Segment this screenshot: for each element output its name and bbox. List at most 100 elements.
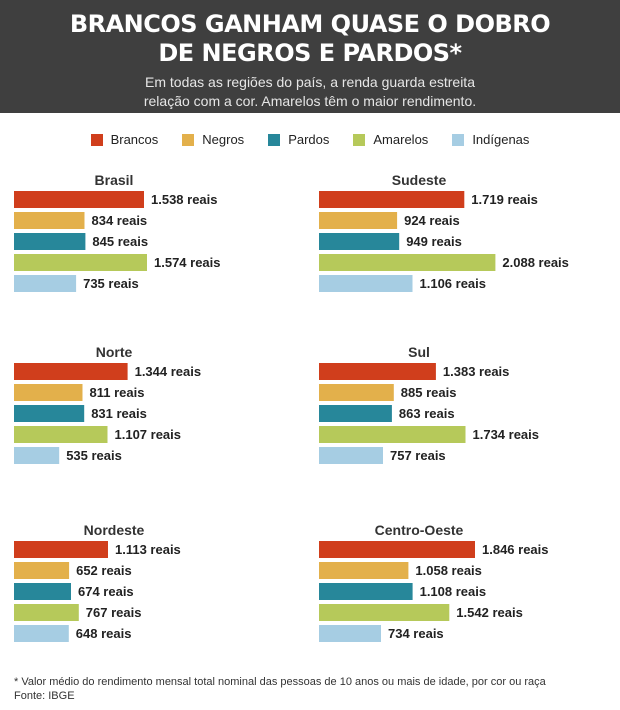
bar-value-label: 757 reais	[390, 448, 446, 463]
legend: Brancos Negros Pardos Amarelos Indígenas	[0, 132, 620, 147]
bar-negros	[319, 562, 409, 579]
legend-label: Amarelos	[373, 132, 429, 147]
chart-title: BRANCOS GANHAM QUASE O DOBRO DE NEGROS E…	[69, 10, 551, 67]
legend-item-negros: Negros	[182, 132, 244, 147]
bar-pardos	[14, 405, 85, 422]
bar-value-label: 1.108 reais	[420, 584, 487, 599]
bar-indgenas	[319, 447, 383, 464]
panel-nordeste: Nordeste 1.113 reais 652 reais 674 reais 76…	[14, 522, 314, 662]
footnote-text: * Valor médio do rendimento mensal total…	[14, 676, 546, 688]
panel-title: Sudeste	[391, 172, 447, 188]
legend-item-indigenas: Indígenas	[452, 132, 529, 147]
panel-title: Nordeste	[83, 522, 145, 538]
bar-value-label: 652 reais	[76, 563, 132, 578]
footnote: * Valor médio do rendimento mensal total…	[14, 675, 546, 703]
panel-sul: Sul 1.383 reais 885 reais 863 reais 1.734 r…	[319, 344, 619, 484]
legend-swatch	[353, 133, 366, 146]
bar-value-label: 1.538 reais	[151, 192, 218, 207]
panel-brasil: Brasil 1.538 reais 834 reais 845 reais 1.57…	[14, 172, 314, 312]
chart-subtitle: Em todas as regiões do país, a renda gua…	[143, 74, 477, 109]
bar-indgenas	[14, 275, 77, 292]
panel-norte: Norte 1.344 reais 811 reais 831 reais 1.107…	[14, 344, 314, 484]
bar-amarelos	[14, 254, 147, 271]
panel-title: Norte	[95, 344, 133, 360]
bar-value-label: 834 reais	[92, 213, 148, 228]
bar-value-label: 863 reais	[399, 406, 455, 421]
bar-value-label: 1.734 reais	[473, 427, 540, 442]
bar-value-label: 885 reais	[401, 385, 457, 400]
bar-value-label: 845 reais	[92, 234, 148, 249]
legend-item-amarelos: Amarelos	[353, 132, 428, 147]
panel-centro-oeste: Centro-Oeste 1.846 reais 1.058 reais 1.108…	[319, 522, 619, 662]
bar-amarelos	[14, 604, 79, 621]
bar-negros	[14, 384, 83, 401]
legend-item-brancos: Brancos	[90, 132, 159, 147]
bar-brancos	[319, 363, 436, 380]
bar-pardos	[319, 583, 413, 600]
legend-label: Negros	[202, 132, 245, 147]
bar-pardos	[14, 583, 71, 600]
bar-value-label: 734 reais	[388, 626, 444, 641]
bar-indgenas	[14, 625, 69, 642]
legend-swatch	[268, 133, 281, 146]
bar-value-label: 811 reais	[90, 385, 145, 400]
bar-pardos	[319, 405, 392, 422]
legend-item-pardos: Pardos	[268, 132, 329, 147]
bar-amarelos	[319, 254, 496, 271]
bar-value-label: 1.383 reais	[443, 364, 510, 379]
panel-sudeste: Sudeste 1.719 reais 924 reais 949 reais 2.0…	[319, 172, 619, 312]
bar-indgenas	[319, 625, 381, 642]
bar-amarelos	[319, 604, 450, 621]
bar-value-label: 949 reais	[406, 234, 462, 249]
bar-value-label: 1.058 reais	[415, 563, 482, 578]
bar-negros	[14, 562, 70, 579]
panel-title: Brasil	[94, 172, 134, 188]
legend-label: Pardos	[288, 132, 330, 147]
bar-value-label: 831 reais	[91, 406, 147, 421]
bar-value-label: 535 reais	[66, 448, 122, 463]
bar-amarelos	[14, 426, 108, 443]
bar-chart-norte: 1.344 reais 811 reais 831 reais 1.107 reais…	[14, 363, 202, 464]
bar-value-label: 2.088 reais	[502, 255, 569, 270]
bar-value-label: 1.574 reais	[154, 255, 221, 270]
legend-label: Brancos	[110, 132, 159, 147]
bar-brancos	[14, 191, 144, 208]
bar-negros	[319, 212, 398, 229]
bar-brancos	[319, 541, 475, 558]
bar-brancos	[14, 363, 128, 380]
panel-title: Sul	[408, 344, 430, 360]
bar-value-label: 1.107 reais	[115, 427, 182, 442]
bar-negros	[319, 384, 394, 401]
bar-value-label: 767 reais	[86, 605, 142, 620]
bar-value-label: 1.719 reais	[471, 192, 538, 207]
bar-value-label: 1.846 reais	[482, 542, 549, 557]
panel-title: Centro-Oeste	[374, 522, 464, 538]
bar-pardos	[14, 233, 86, 250]
bar-value-label: 1.542 reais	[456, 605, 523, 620]
bar-value-label: 1.113 reais	[115, 542, 181, 557]
bar-value-label: 1.344 reais	[135, 364, 202, 379]
bar-chart-sudeste: 1.719 reais 924 reais 949 reais 2.088 reais…	[319, 191, 569, 292]
legend-label: Indígenas	[472, 132, 530, 147]
bar-pardos	[319, 233, 400, 250]
bar-amarelos	[319, 426, 466, 443]
bar-negros	[14, 212, 85, 229]
bar-chart-sul: 1.383 reais 885 reais 863 reais 1.734 reais…	[319, 363, 540, 464]
bar-value-label: 674 reais	[78, 584, 134, 599]
bar-brancos	[14, 541, 108, 558]
bar-indgenas	[319, 275, 413, 292]
bar-value-label: 1.106 reais	[420, 276, 487, 291]
bar-chart-nordeste: 1.113 reais 652 reais 674 reais 767 reais 64…	[14, 541, 181, 642]
bar-indgenas	[14, 447, 60, 464]
bar-brancos	[319, 191, 465, 208]
bar-value-label: 924 reais	[404, 213, 460, 228]
bar-value-label: 735 reais	[83, 276, 139, 291]
legend-swatch	[452, 133, 465, 146]
legend-swatch	[90, 133, 103, 146]
bar-value-label: 648 reais	[76, 626, 132, 641]
header: BRANCOS GANHAM QUASE O DOBRO DE NEGROS E…	[0, 0, 620, 113]
source-text: Fonte: IBGE	[14, 690, 75, 702]
legend-swatch	[182, 133, 195, 146]
